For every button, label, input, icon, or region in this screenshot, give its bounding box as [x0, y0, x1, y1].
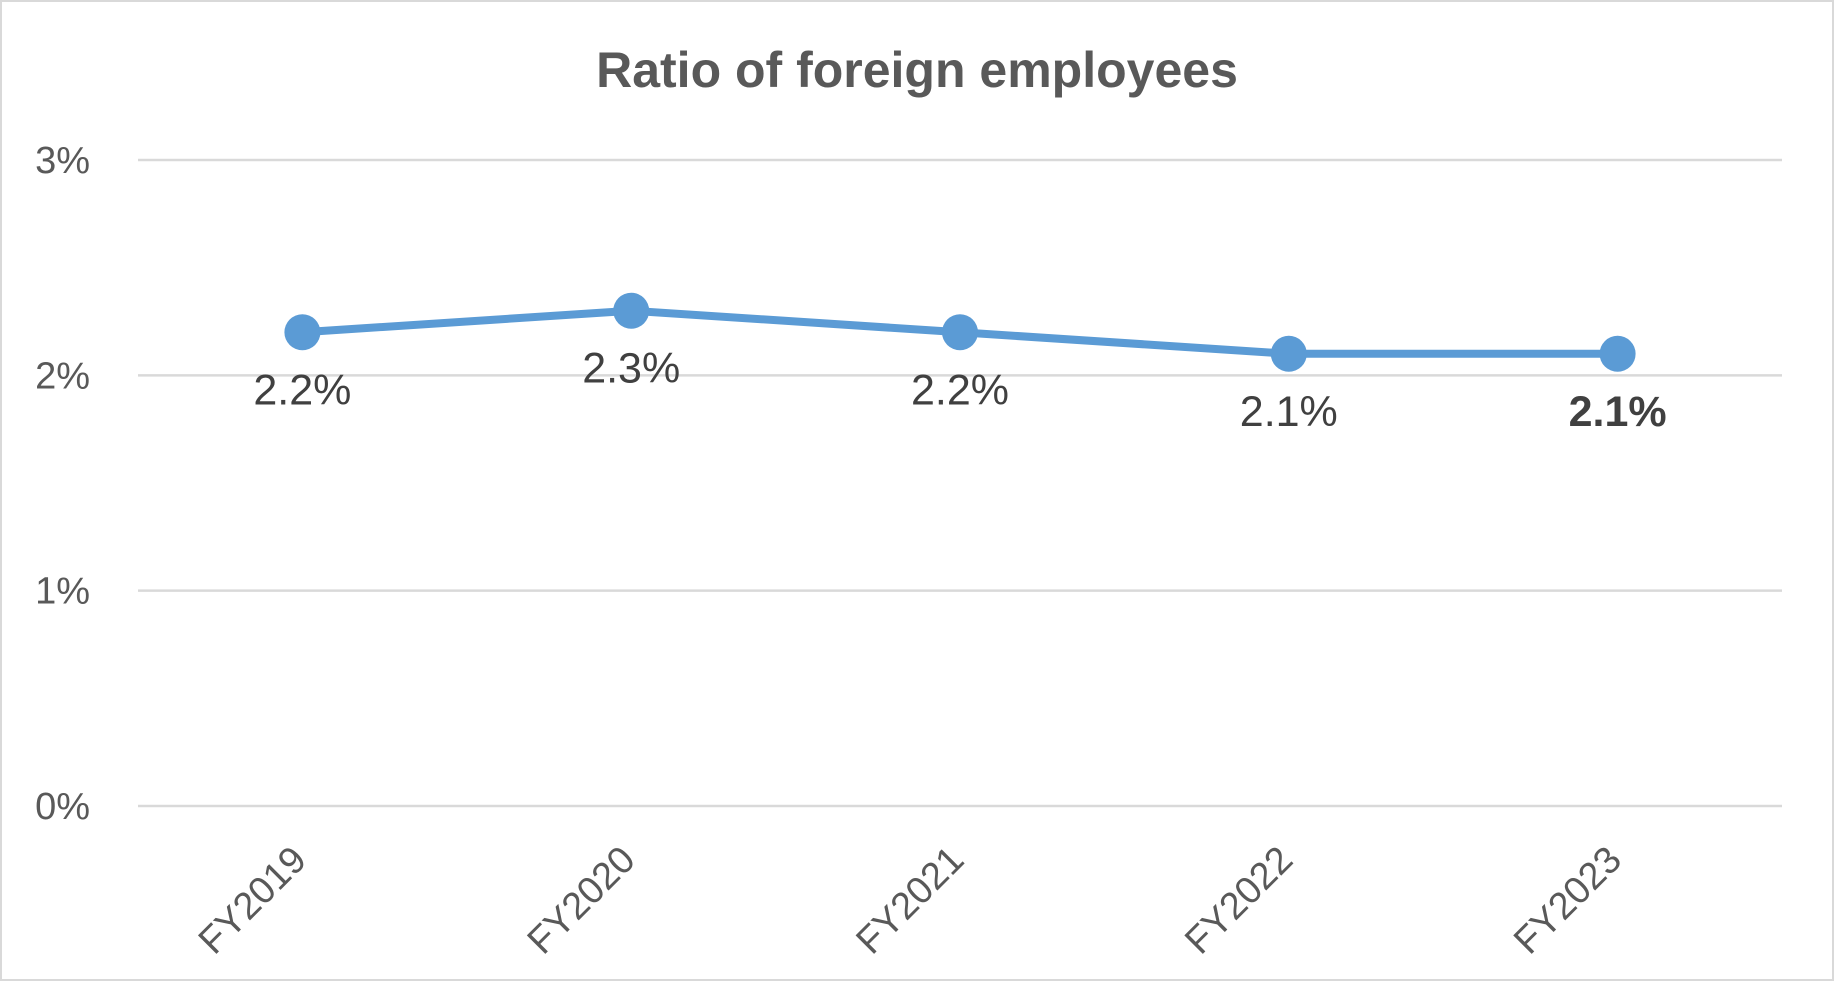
data-label-1: 2.3%: [582, 345, 680, 393]
x-tick-label-3: FY2022: [1177, 839, 1301, 963]
y-axis-labels: 0% 1% 2% 3%: [35, 140, 90, 828]
x-tick-label-0: FY2019: [191, 839, 315, 963]
chart-title: Ratio of foreign employees: [596, 42, 1238, 98]
y-tick-label-1: 1%: [35, 571, 90, 613]
y-tick-label-3: 3%: [35, 140, 90, 182]
data-point-4: [1599, 335, 1636, 372]
data-point-3: [1270, 335, 1307, 372]
x-tick-label-2: FY2021: [849, 839, 973, 963]
data-points: [284, 292, 1636, 372]
x-axis-labels: FY2019 FY2020 FY2021 FY2022 FY2023: [191, 839, 1630, 963]
data-label-0: 2.2%: [253, 366, 351, 414]
data-point-1: [613, 292, 650, 329]
data-label-4: 2.1%: [1569, 388, 1667, 436]
x-tick-label-4: FY2023: [1506, 839, 1630, 963]
x-tick-label-1: FY2020: [520, 839, 644, 963]
data-labels: 2.2% 2.3% 2.2% 2.1% 2.1%: [253, 345, 1666, 436]
data-label-2: 2.2%: [911, 366, 1009, 414]
y-tick-label-0: 0%: [35, 786, 90, 828]
data-point-2: [942, 314, 978, 351]
data-point-0: [284, 314, 321, 351]
gridlines: [138, 158, 1782, 808]
data-label-3: 2.1%: [1240, 388, 1338, 436]
y-tick-label-2: 2%: [35, 355, 90, 397]
